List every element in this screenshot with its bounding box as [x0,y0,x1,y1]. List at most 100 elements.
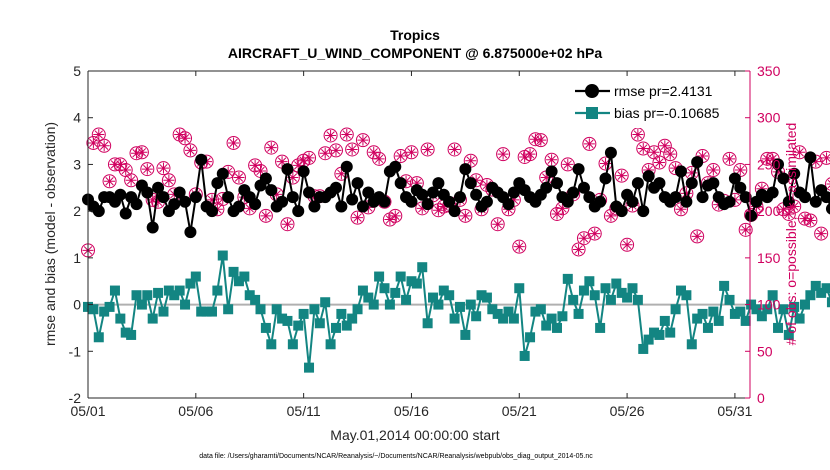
rmse-point [346,193,359,206]
bias-point [401,294,412,305]
rmse-point [443,195,456,208]
bias-point [481,292,492,303]
obs-assimilated-point [449,143,461,155]
obs-assimilated-point [772,166,784,178]
obs-possible-point [264,140,279,155]
bias-point [428,292,439,303]
obs-assimilated-point [303,152,315,164]
axes-box [87,70,751,399]
obs-possible-point [345,142,360,157]
rmse-point [173,186,186,199]
bias-point [271,304,282,315]
bias-point [654,329,665,340]
obs-possible-point [280,217,295,232]
rmse-point [502,198,515,211]
obs-possible-point [458,208,473,223]
rmse-point [561,195,574,208]
rmse-point [728,172,741,185]
rmse-point [378,195,391,208]
bias-point [233,276,244,287]
obs-possible-point [490,217,505,232]
bias-point [638,343,649,354]
bias-point [605,294,616,305]
bias-point [390,287,401,298]
rmse-point [297,165,310,178]
bias-point [659,315,670,326]
bias-point [314,318,325,329]
obs-assimilated-point [794,146,806,158]
rmse-point [626,195,639,208]
bias-point [304,362,315,373]
y-tick-label-left: 2 [73,203,81,219]
obs-possible-point [722,151,737,166]
obs-possible-point [91,127,106,142]
rmse-point [604,146,617,159]
rmse-point [249,198,262,211]
y-tick-label-left: -1 [69,343,82,359]
legend-rmse-marker [585,84,599,98]
obs-possible-point [738,222,753,237]
rmse-point [281,163,294,176]
bias-point [228,266,239,277]
obs-assimilated-point [287,172,299,184]
y-tick-label-left: -2 [69,390,82,406]
rmse-point [464,177,477,190]
obs-possible-point [183,143,198,158]
obs-assimilated-point [125,174,137,186]
rmse-point [594,195,607,208]
bias-point [762,304,773,315]
rmse-point [653,177,666,190]
bias-point [347,313,358,324]
obs-possible-point [350,210,365,225]
bias-point [805,290,816,301]
bias-point [384,299,395,310]
bias-point [686,339,697,350]
rmse-point [734,181,747,194]
obs-assimilated-point [815,228,827,240]
obs-assimilated-point [546,154,558,166]
rmse-point [179,195,192,208]
obs-possible-point [231,170,246,185]
bias-point [266,339,277,350]
obs-possible-point [819,150,830,165]
rmse-point [340,160,353,173]
obs-possible-point [339,127,354,142]
rmse-point [583,191,596,204]
bias-point [568,294,579,305]
obs-assimilated-point [691,230,703,242]
obs-assimilated-point [93,129,105,141]
obs-possible-point [258,208,273,223]
rmse-point [216,167,229,180]
bias-point [287,339,298,350]
rmse-point [286,191,299,204]
obs-assimilated-point [508,194,520,206]
bias-point [552,322,563,333]
bias-point [223,304,234,315]
rmse-point [820,191,830,204]
obs-assimilated-point [319,147,331,159]
obs-assimilated-point [670,162,682,174]
obs-assimilated-point [352,212,364,224]
obs-assimilated-point [821,152,830,164]
obs-assimilated-point [481,179,493,191]
obs-assimilated-point [384,214,396,226]
obs-assimilated-point [292,159,304,171]
bias-point [239,271,250,282]
bias-point [692,313,703,324]
obs-possible-point [323,128,338,143]
obs-possible-point [797,211,812,226]
bias-point [498,313,509,324]
obs-possible-point [248,158,263,173]
obs-possible-point [393,149,408,164]
obs-assimilated-point [98,140,110,152]
obs-assimilated-point [179,132,191,144]
obs-assimilated-point [653,157,665,169]
x-tick-label: 05/11 [287,403,321,419]
rmse-point [157,191,170,204]
y-tick-label-right: 250 [757,156,781,172]
bias-point [88,304,99,315]
bias-point [201,306,212,317]
rmse-point [205,205,218,218]
rmse-point [723,195,736,208]
bias-point [99,306,110,317]
